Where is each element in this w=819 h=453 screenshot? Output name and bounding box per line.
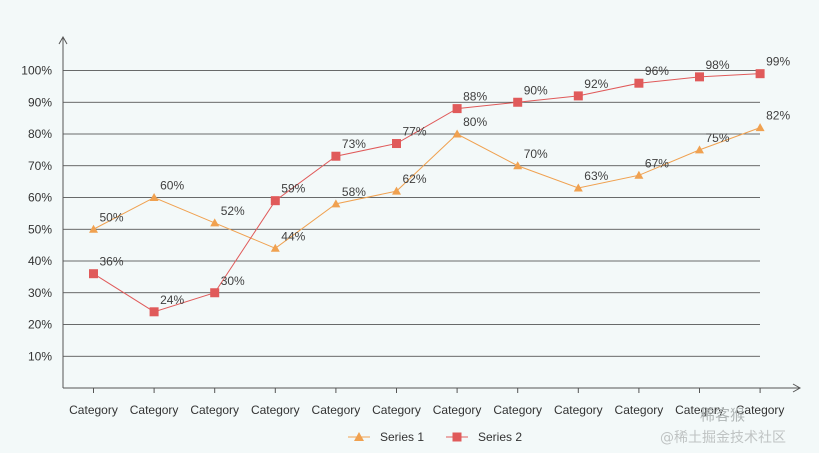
x-tick-label: Category	[433, 403, 482, 417]
data-label: 24%	[160, 293, 184, 307]
series-1-point	[452, 129, 462, 138]
data-label: 75%	[706, 131, 730, 145]
axes	[58, 35, 802, 393]
x-tick-label: Category	[251, 403, 300, 417]
series-2-point	[89, 269, 98, 279]
data-label: 82%	[766, 109, 790, 123]
x-tick-label: Category	[675, 403, 724, 417]
data-label: 52%	[221, 204, 245, 218]
x-axis-ticks: Category Category Category Category Category…	[69, 388, 784, 417]
data-label: 59%	[281, 182, 305, 196]
x-tick-label: Category	[615, 403, 664, 417]
legend-marker-square	[452, 432, 462, 442]
data-label: 70%	[524, 147, 548, 161]
data-label: 96%	[645, 64, 669, 78]
y-axis-arrow	[58, 35, 68, 45]
data-label: 30%	[221, 274, 245, 288]
series-2-point	[149, 307, 159, 317]
series-2-point	[755, 69, 765, 79]
x-tick-label: Category	[736, 403, 785, 417]
legend-label-2: Series 2	[478, 430, 522, 444]
y-tick-label: 60%	[28, 191, 52, 205]
watermark-text: @稀土掘金技术社区	[660, 430, 786, 446]
series-2-point	[210, 288, 220, 298]
data-labels: 50% 60% 52% 44% 58% 62% 80% 70% 63% 67% 75% 82% 36% 2…	[100, 55, 791, 307]
data-label: 98%	[706, 58, 730, 72]
series-1-point	[755, 123, 765, 132]
x-tick-label: Category	[312, 403, 361, 417]
data-label: 80%	[463, 115, 487, 129]
data-label: 50%	[100, 210, 124, 224]
data-label: 90%	[524, 83, 548, 97]
y-tick-label: 100%	[21, 64, 52, 78]
series-1-point	[695, 145, 704, 154]
gridlines	[63, 70, 760, 357]
series-1-point	[634, 170, 644, 179]
x-tick-label: Category	[69, 403, 118, 417]
data-label: 99%	[766, 55, 790, 69]
legend-marker-triangle	[354, 432, 364, 441]
series-line-2	[93, 73, 761, 313]
data-label: 62%	[403, 172, 427, 186]
series-2-point	[695, 72, 704, 82]
x-tick-label: Category	[554, 403, 603, 417]
series-2-point	[392, 139, 401, 149]
x-tick-label: Category	[493, 403, 542, 417]
series-1-point	[149, 193, 159, 201]
legend-label-1: Series 1	[380, 430, 424, 444]
y-tick-label: 30%	[28, 286, 52, 300]
series-2-point	[573, 91, 583, 101]
series-1-point	[270, 243, 280, 252]
data-label: 77%	[403, 125, 427, 139]
x-tick-label: Category	[130, 403, 179, 417]
series-1-point	[89, 224, 98, 233]
y-tick-label: 70%	[28, 159, 52, 173]
y-tick-label: 80%	[28, 127, 52, 141]
x-tick-label: Category	[372, 403, 421, 417]
series-1-point	[392, 186, 401, 195]
data-label: 44%	[281, 229, 305, 243]
data-label: 88%	[463, 90, 487, 104]
data-label: 36%	[100, 255, 124, 269]
series-1-point	[513, 161, 523, 170]
series-layer	[89, 69, 765, 317]
data-label: 63%	[584, 169, 608, 183]
data-label: 73%	[342, 137, 366, 151]
y-tick-label: 90%	[28, 95, 52, 109]
y-tick-label: 20%	[28, 318, 52, 332]
y-tick-label: 40%	[28, 254, 52, 268]
series-2-point	[452, 104, 462, 114]
x-tick-label: Category	[190, 403, 239, 417]
series-1-point	[331, 199, 341, 208]
legend: Series 1 Series 2	[348, 430, 522, 444]
y-tick-label: 50%	[28, 222, 52, 236]
y-axis-ticks: 10% 20% 30% 40% 50% 60% 70% 80% 90% 100%	[21, 64, 52, 364]
x-axis-arrow	[792, 383, 802, 393]
series-1-point	[210, 218, 220, 227]
watermark-logo: 稀客猴	[700, 406, 746, 424]
y-tick-label: 10%	[28, 349, 52, 363]
series-2-point	[513, 97, 523, 107]
data-label: 58%	[342, 185, 366, 199]
series-line-1	[93, 127, 761, 249]
data-label: 67%	[645, 156, 669, 170]
data-label: 92%	[584, 77, 608, 91]
series-2-point	[634, 78, 644, 88]
series-1-point	[573, 183, 583, 192]
data-label: 60%	[160, 179, 184, 193]
series-2-point	[270, 196, 280, 206]
series-2-point	[331, 151, 341, 161]
